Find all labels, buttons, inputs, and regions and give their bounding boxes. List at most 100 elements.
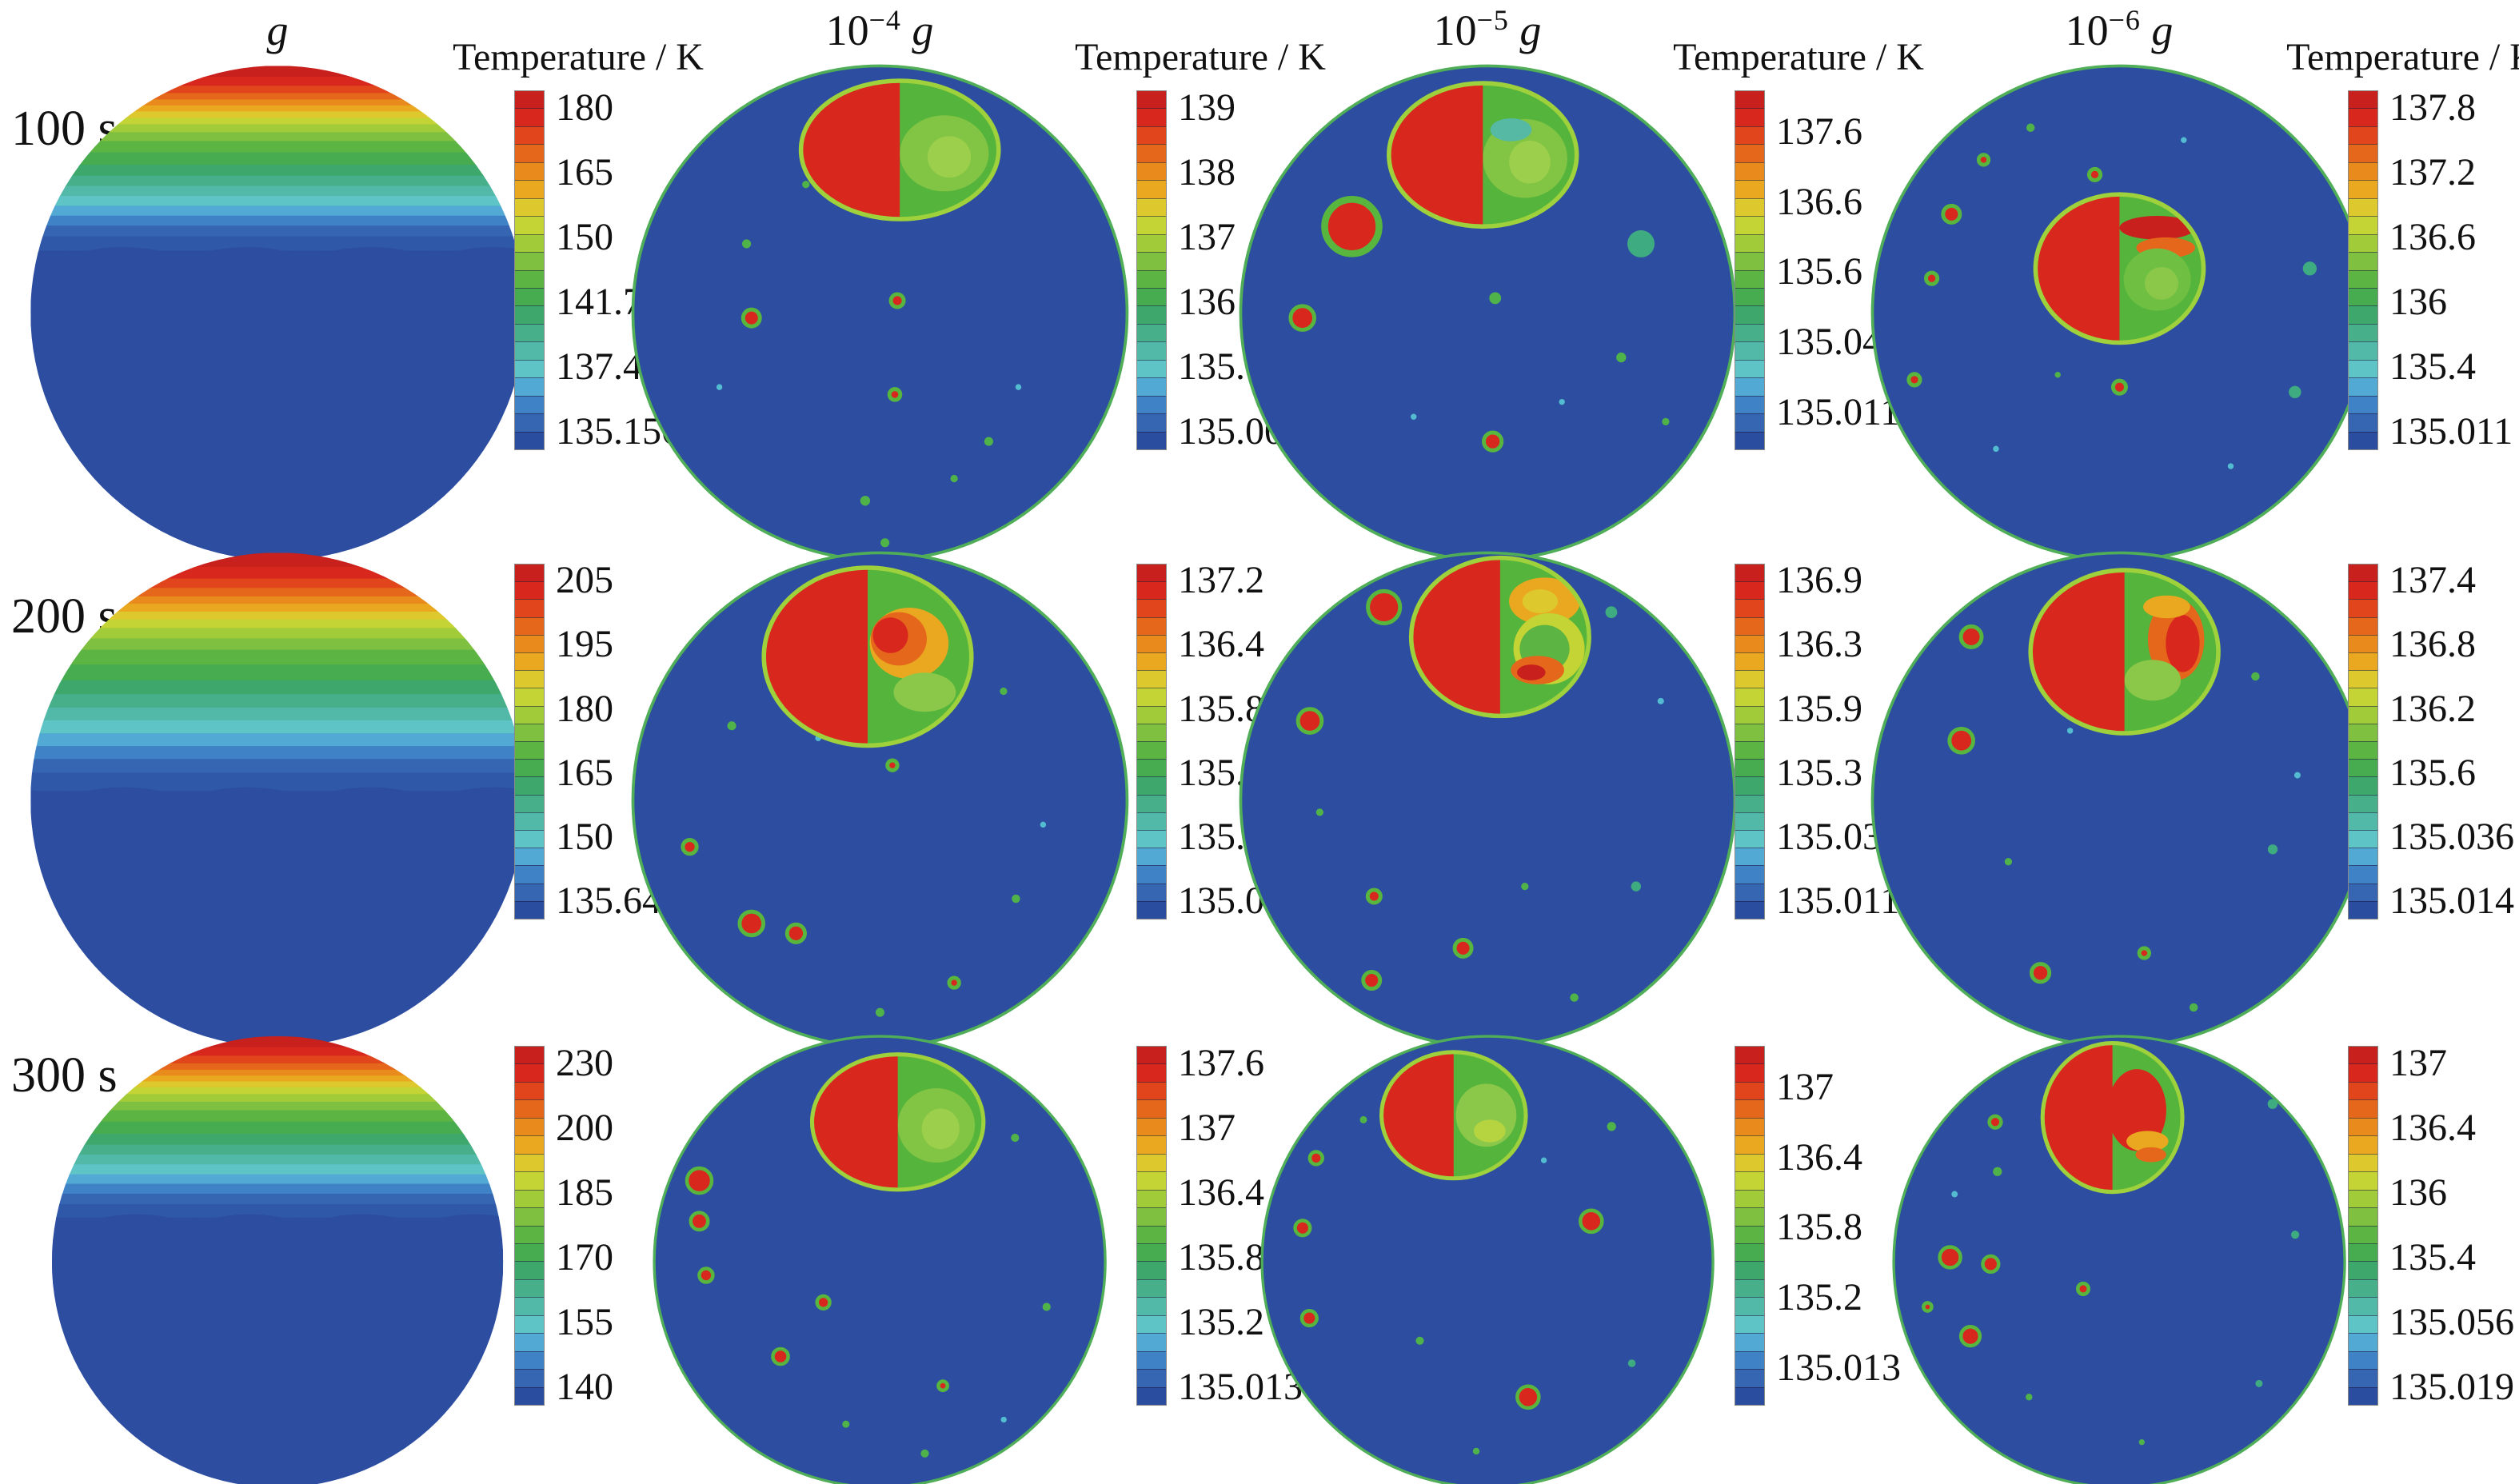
- droplet-cyan: [1992, 445, 1999, 452]
- colorbar-band: [1137, 269, 1166, 288]
- droplet-red: [815, 1294, 832, 1310]
- droplet-green: [1661, 417, 1670, 425]
- droplet-red: [2086, 166, 2102, 182]
- colorbar-band: [2349, 599, 2377, 617]
- colorbar-tick-label: 135.2: [1776, 1276, 1862, 1318]
- droplet-red: [1360, 969, 1382, 991]
- colorbar-tick-label: 136.3: [1776, 623, 1862, 666]
- column-header-1e-5g: 10−5 g: [1327, 3, 1647, 55]
- colorbar-tick-label: 135.013: [1776, 1346, 1901, 1389]
- colorbar-band: [515, 581, 544, 600]
- colorbar-tick-label: 165: [556, 751, 613, 794]
- colorbar-band: [515, 197, 544, 217]
- bubble-rim: [798, 78, 1001, 221]
- colorbar-band: [2349, 759, 2377, 777]
- droplet-cyan: [716, 383, 722, 390]
- droplet-red: [689, 1211, 710, 1232]
- colorbar-band: [2349, 377, 2377, 396]
- colorbar-band: [1137, 1063, 1166, 1082]
- bubble-rim: [2027, 567, 2221, 736]
- droplet-group: [1921, 1099, 2300, 1446]
- colorbar-tick-label: 135.036: [2389, 815, 2514, 858]
- colorbar-band: [1137, 652, 1166, 671]
- colorbar-band: [1735, 197, 1764, 217]
- colorbar-band: [515, 1099, 544, 1118]
- colorbar-band: [2349, 1081, 2377, 1100]
- colorbar-band: [515, 91, 544, 109]
- colorbar-tick-label: 137: [1178, 1106, 1236, 1149]
- row-label-300s: 300 s: [11, 1048, 118, 1103]
- colorbar-band: [2349, 1153, 2377, 1172]
- colorbar-tick-label: 136.4: [1178, 623, 1264, 666]
- droplet-teal: [2267, 1099, 2277, 1109]
- colorbar-band: [2349, 341, 2377, 360]
- colorbar-band: [515, 1243, 544, 1262]
- colorbar-band: [1735, 1135, 1764, 1154]
- droplet-teal: [1605, 605, 1617, 618]
- colorbar-band: [515, 564, 544, 582]
- colorbar-band: [515, 1350, 544, 1370]
- colorbar-band: [2349, 1099, 2377, 1118]
- bubble-rim: [1379, 1050, 1528, 1181]
- colorbar-band: [1735, 670, 1764, 688]
- colorbar-band: [2349, 900, 2377, 920]
- colorbar-band: [2349, 162, 2377, 181]
- colorbar-band: [515, 1135, 544, 1154]
- liquid-interface-wave: [51, 1214, 503, 1484]
- contour-sphere-200s-col2: [631, 551, 1128, 1048]
- bubble-rim: [1386, 80, 1579, 229]
- colorbar-band: [515, 108, 544, 126]
- colorbar-band: [2349, 431, 2377, 450]
- colorbar-band: [1735, 900, 1764, 920]
- bubble-left-half-red: [800, 80, 900, 219]
- colorbar-band: [1137, 848, 1166, 866]
- droplet-cyan: [2066, 727, 2073, 734]
- droplet-green: [920, 1449, 929, 1458]
- colorbar-band: [1137, 216, 1166, 234]
- droplet-teal: [1627, 1359, 1636, 1367]
- header-unit: g: [912, 6, 934, 54]
- bubble-left-half-red: [2030, 569, 2125, 733]
- colorbar-tick-label: 137.4: [2389, 559, 2476, 602]
- bubble-detail: [872, 616, 908, 653]
- colorbar-title-col2: Temperature / K: [1075, 36, 1326, 78]
- contour-sphere-300s-col1: [51, 1035, 503, 1484]
- droplet-red: [1938, 1245, 1962, 1270]
- droplet-group: [680, 687, 1046, 1017]
- colorbar-band: [515, 323, 544, 342]
- contour-sphere-200s-col4: [1870, 551, 2368, 1048]
- colorbar-band: [1137, 323, 1166, 342]
- colorbar-200s-col2: [1136, 564, 1167, 920]
- bubble-detail: [2118, 215, 2195, 240]
- colorbar-band: [1735, 1099, 1764, 1118]
- colorbar-tick-label: 135.03: [1776, 815, 1882, 858]
- colorbar-band: [2349, 1314, 2377, 1334]
- colorbar-band: [2349, 688, 2377, 706]
- contour-sphere-200s-col1: [30, 552, 525, 1047]
- colorbar-band: [2349, 1350, 2377, 1370]
- colorbar-tick-label: 230: [556, 1041, 613, 1084]
- colorbar-tick-label: 135.011: [2389, 409, 2513, 453]
- colorbar-band: [2349, 1297, 2377, 1315]
- colorbar-tick-label: 137: [1776, 1065, 1834, 1108]
- contour-sphere-100s-col3: [1239, 64, 1736, 561]
- colorbar-tick-label: 135.3: [1776, 751, 1862, 794]
- vapor-bubble: [763, 567, 972, 746]
- colorbar-300s-col2: [1136, 1046, 1167, 1406]
- colorbar-band: [1137, 395, 1166, 414]
- droplet-red: [1958, 624, 1984, 649]
- colorbar-band: [2349, 108, 2377, 126]
- droplet-teal: [2290, 1231, 2300, 1239]
- colorbar-band: [1137, 162, 1166, 181]
- colorbar-band: [1137, 144, 1166, 162]
- droplet-teal: [1631, 880, 1641, 892]
- colorbar-tick-label: 195: [556, 623, 613, 666]
- colorbar-tick-label: 135.2: [1178, 1300, 1264, 1343]
- droplet-red: [1295, 706, 1323, 735]
- colorbar-band: [1735, 1297, 1764, 1315]
- droplet-red: [1320, 195, 1383, 257]
- colorbar-band: [515, 741, 544, 760]
- bubble-left-half-red: [1388, 82, 1483, 226]
- colorbar-tick-label: 135.056: [2389, 1300, 2514, 1343]
- droplet-red: [1452, 937, 1474, 959]
